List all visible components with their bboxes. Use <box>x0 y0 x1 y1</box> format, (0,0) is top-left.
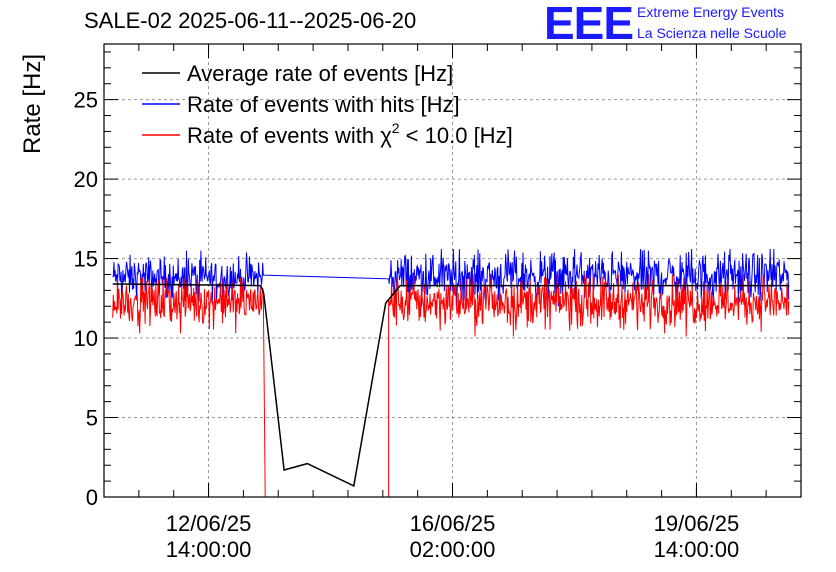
logo-subtitle-1: Extreme Energy Events <box>637 4 785 20</box>
y-tick-label: 5 <box>86 406 98 431</box>
plot-frame <box>103 43 802 498</box>
y-tick-label: 15 <box>74 247 98 272</box>
chart-title: SALE-02 2025-06-11--2025-06-20 <box>84 8 417 33</box>
series-chi2-line <box>112 274 790 498</box>
x-tick-label-date: 19/06/25 <box>654 511 740 536</box>
y-tick-label: 0 <box>86 485 98 510</box>
x-tick-label-time: 14:00:00 <box>654 537 740 562</box>
y-tick-label: 20 <box>74 167 98 192</box>
x-tick-label-time: 14:00:00 <box>166 537 252 562</box>
legend-label: Rate of events with χ2 < 10.0 [Hz] <box>187 120 513 148</box>
series-average-line <box>112 283 790 488</box>
axes: 051015202512/06/2514:00:0016/06/2502:00:… <box>74 43 802 562</box>
logo-subtitle-2: La Scienza nelle Scuole <box>637 25 787 41</box>
x-tick-label-date: 16/06/25 <box>410 511 496 536</box>
legend-label: Rate of events with hits [Hz] <box>187 92 460 117</box>
eee-logo: EEE <box>544 0 634 49</box>
legend: Average rate of events [Hz] Rate of event… <box>142 61 513 148</box>
x-tick-label-date: 12/06/25 <box>166 511 252 536</box>
series-hits-line <box>112 248 790 307</box>
legend-label: Average rate of events [Hz] <box>187 61 453 86</box>
grid <box>104 44 801 497</box>
y-tick-label: 25 <box>74 88 98 113</box>
y-tick-label: 10 <box>74 326 98 351</box>
series-layer <box>112 248 790 498</box>
x-tick-label-time: 02:00:00 <box>410 537 496 562</box>
